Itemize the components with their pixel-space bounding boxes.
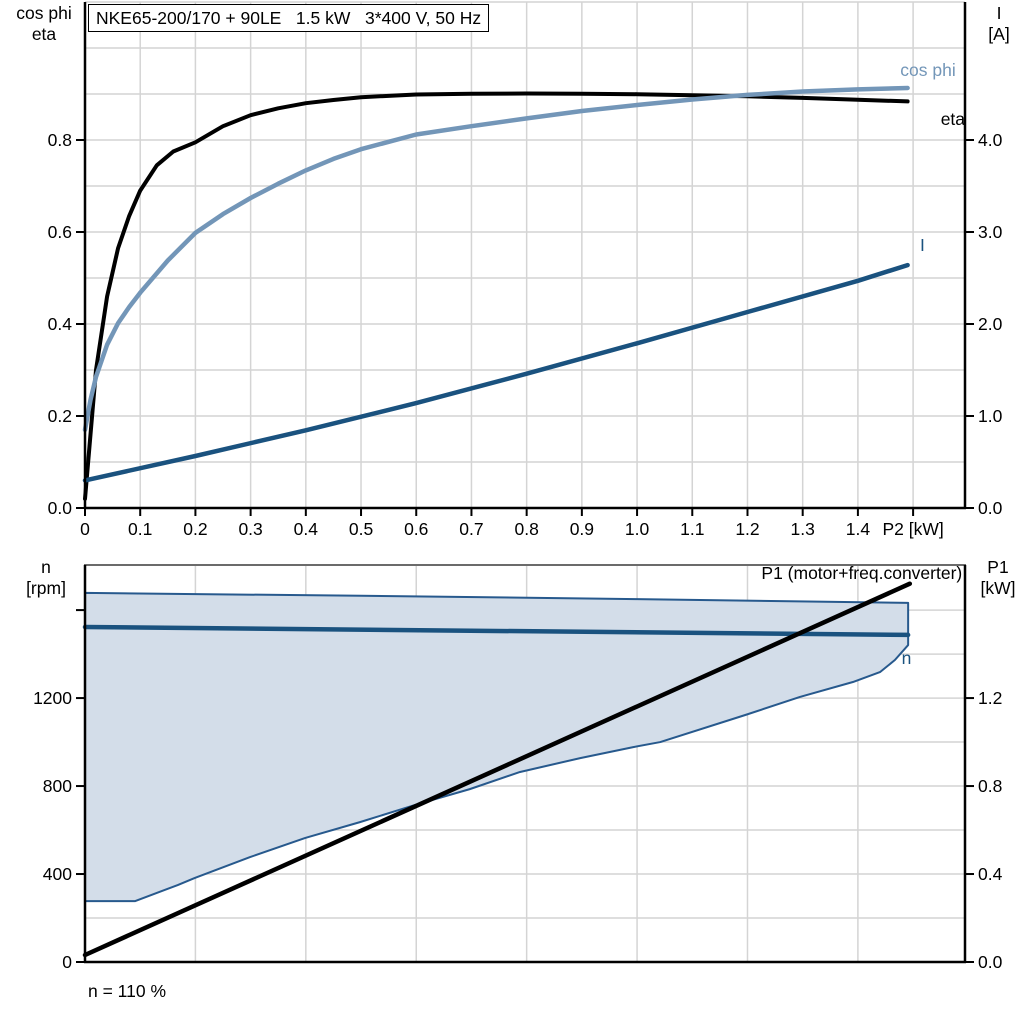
right-tick-label: 0.0 [978, 498, 1003, 518]
left-tick-label: 800 [43, 776, 72, 796]
left-tick-label: 1200 [33, 688, 72, 708]
p1-motor-freq-converter--curve [82, 581, 913, 958]
x-tick-label: 1.3 [791, 519, 815, 539]
axis-title-line: [A] [988, 24, 1010, 44]
bottom-left-axis-title: n [rpm] [10, 557, 82, 599]
axis-title-line: eta [31, 24, 57, 44]
x-tick-label: 0.2 [183, 519, 207, 539]
x-tick-label: 0.4 [294, 519, 319, 539]
top-left-axis-title: cos phi eta [8, 3, 80, 45]
x-tick-label: 0.5 [349, 519, 373, 539]
x-tick-label: 0.7 [459, 519, 483, 539]
top-right-axis-title: I [A] [974, 3, 1024, 45]
eta-curve [83, 91, 910, 501]
curve-label: eta [941, 109, 966, 129]
right-tick-label: 1.2 [978, 688, 1002, 708]
axis-title-line: P1 [987, 557, 1009, 577]
axis-title-line: n [41, 557, 51, 577]
cos-phi-curve [82, 85, 910, 433]
speed-range-band [84, 591, 910, 903]
n-curve [82, 624, 911, 638]
left-tick-label: 0 [62, 952, 72, 972]
right-tick-label: 0.0 [978, 952, 1003, 972]
chart-title-box: NKE65-200/170 + 90LE 1.5 kW 3*400 V, 50 … [88, 4, 490, 32]
right-tick-label: 4.0 [978, 130, 1003, 150]
x-tick-label: 1.4 [846, 519, 871, 539]
curve-label: I [920, 235, 925, 255]
right-tick-label: 0.4 [978, 864, 1003, 884]
x-tick-label: 1.2 [735, 519, 759, 539]
x-tick-label: 0.3 [238, 519, 262, 539]
x-tick-label: 0.1 [128, 519, 152, 539]
x-tick-label: P2 [kW] [882, 519, 943, 539]
right-tick-label: 3.0 [978, 222, 1003, 242]
axis-title-line: [kW] [980, 578, 1016, 598]
x-tick-label: 0.6 [404, 519, 428, 539]
curve-label: n [902, 648, 912, 668]
axis-title-line: cos phi [16, 3, 72, 23]
left-tick-label: 0.0 [48, 498, 73, 518]
x-tick-label: 0.9 [570, 519, 594, 539]
left-tick-label: 0.2 [48, 406, 72, 426]
left-tick-label: 0.4 [48, 314, 73, 334]
right-tick-label: 1.0 [978, 406, 1003, 426]
right-tick-label: 0.8 [978, 776, 1002, 796]
speed-annotation: n = 110 % [88, 981, 166, 1001]
x-tick-label: 0 [80, 519, 90, 539]
x-tick-label: 1.0 [625, 519, 650, 539]
axis-title-line: I [996, 3, 1002, 23]
left-tick-label: 0.8 [48, 130, 72, 150]
left-tick-label: 0.6 [48, 222, 72, 242]
left-tick-label: 400 [43, 864, 72, 884]
axis-title-line: [rpm] [26, 578, 66, 598]
i-curve [82, 262, 910, 483]
x-tick-label: 1.1 [680, 519, 704, 539]
x-tick-label: 0.8 [514, 519, 538, 539]
curve-label: P1 (motor+freq.converter) [761, 563, 962, 583]
bottom-right-axis-title: P1 [kW] [972, 557, 1024, 599]
curve-label: cos phi [900, 60, 955, 80]
right-tick-label: 2.0 [978, 314, 1003, 334]
